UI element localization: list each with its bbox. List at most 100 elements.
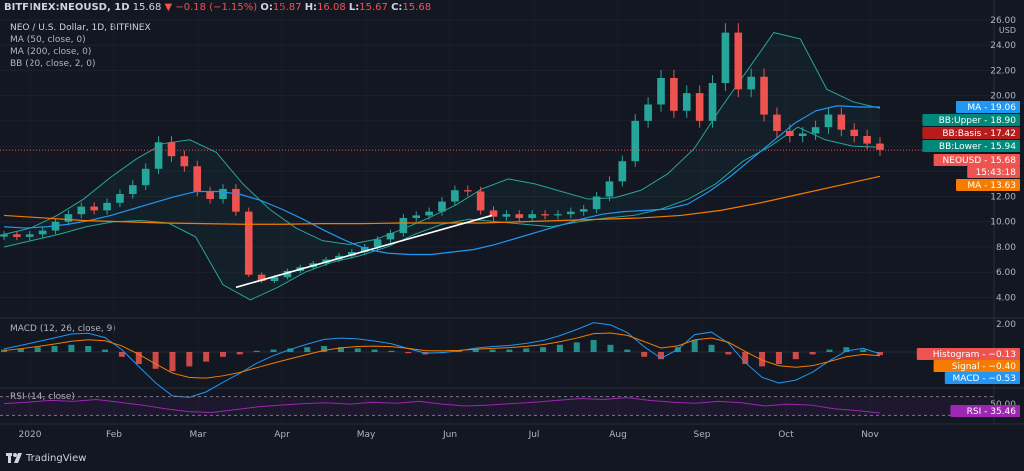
candle-body <box>798 133 807 136</box>
macd-histogram-bar <box>506 349 513 352</box>
macd-histogram-bar <box>17 348 24 352</box>
tradingview-icon <box>6 453 22 463</box>
macd-tag-label: MACD - −0.53 <box>952 374 1016 384</box>
candle-body <box>425 211 433 216</box>
ma200-tag-bg <box>956 179 1020 191</box>
ma50-legend[interactable]: MA (50, close, 0) <box>10 35 86 45</box>
candle-body <box>360 246 369 252</box>
macd-histogram-bar <box>321 346 328 352</box>
candle-body <box>760 76 768 115</box>
symbol-name[interactable]: BITFINEX:NEOUSD, 1D <box>4 2 130 13</box>
open-value: 15.87 <box>272 2 302 13</box>
trendline <box>235 214 493 289</box>
macd-histogram-bar <box>624 349 631 352</box>
candle-body <box>631 120 640 162</box>
ma50-tag-label: MA - 19.06 <box>967 103 1016 113</box>
candle-body <box>116 194 124 203</box>
candle-body <box>0 234 8 237</box>
candle-body <box>386 233 395 240</box>
date-tick: Aug <box>609 430 627 440</box>
macd-histogram-bar <box>725 352 732 355</box>
high-label: H: <box>304 2 318 13</box>
candle-body <box>476 191 485 211</box>
macd-histogram-bar <box>169 352 176 372</box>
candle-body <box>670 78 678 111</box>
candle-body <box>373 239 382 247</box>
macd-legend[interactable]: MACD (12, 26, close, 9) <box>10 324 116 334</box>
rsi-line <box>3 397 881 414</box>
candle-body <box>129 185 137 194</box>
date-tick: Mar <box>190 430 207 440</box>
macd-signal-line <box>3 332 881 379</box>
neousd-tag-label: NEOUSD - 15.68 <box>943 156 1017 166</box>
candle-body <box>708 83 717 121</box>
brand-name: TradingView <box>26 452 87 464</box>
macd-histogram-bar <box>540 347 547 352</box>
ma50-line <box>3 105 880 256</box>
bb-lower-line <box>3 126 881 301</box>
macd-histogram-bar <box>607 344 614 352</box>
candle-body <box>579 209 588 212</box>
macd-histogram-bar <box>388 350 395 352</box>
candle-body <box>824 114 833 128</box>
symbol-header: BITFINEX:NEOUSD, 1D 15.68 ▼ −0.18 (−1.15… <box>4 2 431 13</box>
rsi-tag-bg <box>950 405 1020 417</box>
macd-histogram-bar <box>775 352 782 364</box>
macd-histogram-bar <box>186 352 193 367</box>
macd-tag-bg <box>944 372 1020 384</box>
close-label: C: <box>391 2 403 13</box>
date-tick: Sep <box>694 430 711 440</box>
price-tick: 22.00 <box>990 66 1016 76</box>
candle-body <box>206 191 214 200</box>
price-tick: 8.00 <box>996 243 1016 253</box>
macd-histogram-bar <box>85 346 92 352</box>
date-tick: Jun <box>442 430 457 440</box>
ma50-tag-bg <box>956 101 1020 113</box>
macd-histogram-bar <box>573 342 580 352</box>
neousd-tag-bg <box>933 154 1020 166</box>
macd-histogram-bar <box>68 344 75 352</box>
low-label: L: <box>348 2 360 13</box>
pair-legend[interactable]: NEO / U.S. Dollar, 1D, BITFINEX <box>10 23 151 33</box>
candle-body <box>180 156 189 167</box>
candle-body <box>863 136 871 144</box>
candle-body <box>554 214 562 216</box>
candle-body <box>90 206 98 211</box>
macd-histogram-bar <box>826 349 833 352</box>
low-value: 15.67 <box>359 2 388 13</box>
high-value: 16.08 <box>317 2 346 13</box>
candle-body <box>219 188 227 200</box>
bb-lower-tag-label: BB:Lower - 15.94 <box>939 142 1016 152</box>
bb-legend[interactable]: BB (20, close, 2, 0) <box>10 59 96 69</box>
candles <box>0 23 994 284</box>
macd-histogram-bar <box>354 348 361 352</box>
candle-body <box>876 143 884 150</box>
candle-body <box>811 127 820 134</box>
macd-line <box>3 322 881 398</box>
bb-upper-tag-bg <box>922 114 1020 126</box>
candle-body <box>141 168 150 186</box>
price-tags: MA - 19.06 BB:Upper - 18.90 BB:Basis - 17.… <box>916 101 1020 417</box>
candle-body <box>567 211 575 215</box>
macd-histogram-bar <box>270 349 277 352</box>
macd-histogram-bar <box>759 352 766 367</box>
macd-histogram-bar <box>1 349 7 352</box>
countdown-tag-bg <box>967 166 1020 178</box>
macd-histogram-bar <box>304 347 311 352</box>
last-price: 15.68 <box>132 2 162 13</box>
candle-body <box>438 201 446 212</box>
price-tick: 26.00 <box>990 16 1016 26</box>
candle-body <box>348 252 356 256</box>
macd-histogram-bar <box>152 352 159 369</box>
candle-body <box>502 214 511 217</box>
macd-histogram-bar <box>102 349 109 352</box>
candle-body <box>451 190 459 202</box>
price-tick: 10.00 <box>990 218 1016 228</box>
tradingview-logo[interactable]: TradingView <box>6 452 86 464</box>
candle-body <box>786 130 794 136</box>
close-value: 15.68 <box>402 2 432 13</box>
macd-histogram-bar <box>641 352 648 357</box>
ma200-legend[interactable]: MA (200, close, 0) <box>10 47 92 57</box>
candle-body <box>193 166 202 192</box>
